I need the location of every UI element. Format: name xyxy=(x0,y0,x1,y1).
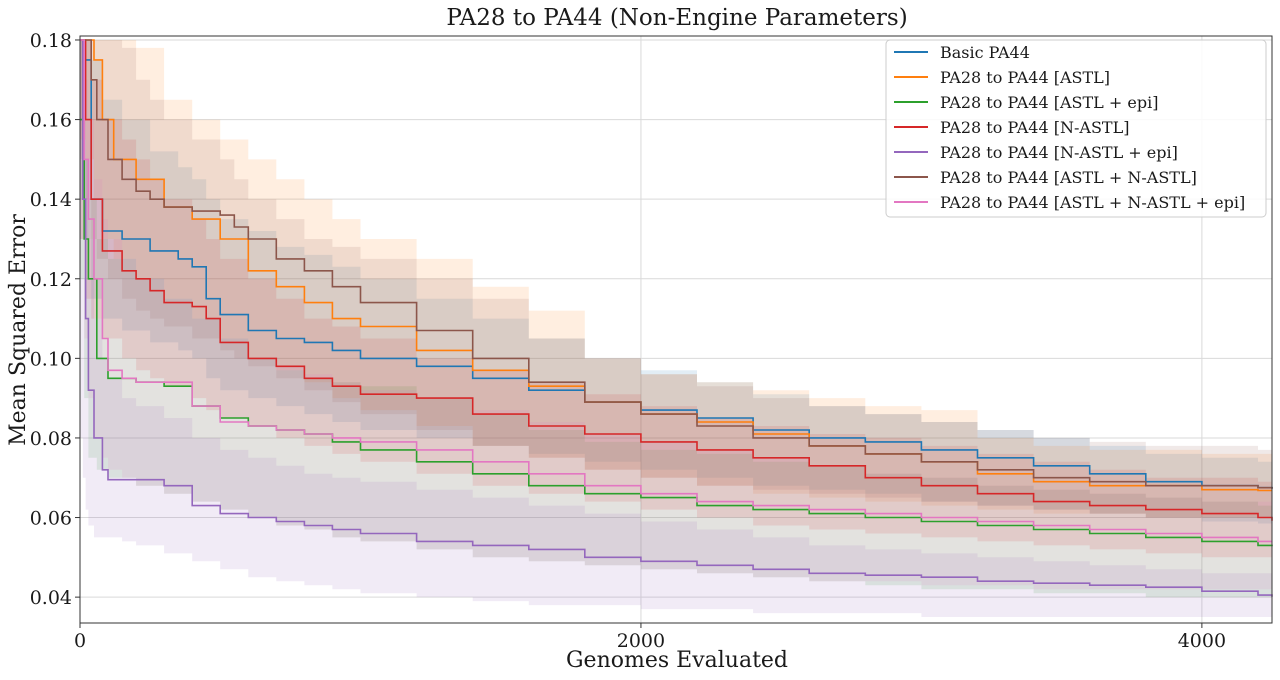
x-tick-label: 2000 xyxy=(617,630,665,652)
y-tick-label: 0.18 xyxy=(30,30,72,52)
y-tick-label: 0.16 xyxy=(30,110,72,132)
series-band xyxy=(80,40,1272,598)
series-band xyxy=(80,40,1272,558)
series-band xyxy=(80,40,1272,526)
series-line xyxy=(80,39,1273,597)
y-tick-label: 0.10 xyxy=(30,348,72,370)
legend-label: PA28 to PA44 [ASTL] xyxy=(940,68,1110,87)
plot-frame xyxy=(79,35,1273,624)
series-band xyxy=(80,40,1272,518)
legend-label: Basic PA44 xyxy=(940,43,1030,62)
series-line xyxy=(80,39,1273,521)
legend-box xyxy=(885,39,1267,218)
legend-label: PA28 to PA44 [N-ASTL] xyxy=(940,118,1129,137)
y-tick-label: 0.14 xyxy=(30,189,72,211)
x-tick-label: 0 xyxy=(74,630,86,652)
series-band xyxy=(80,40,1272,518)
series-line xyxy=(80,39,1272,543)
x-axis-label: Genomes Evaluated xyxy=(566,648,788,673)
y-tick-label: 0.04 xyxy=(30,587,72,609)
y-axis-label: Mean Squared Error xyxy=(6,214,31,446)
legend-label: PA28 to PA44 [N-ASTL + epi] xyxy=(940,143,1178,162)
series-line xyxy=(80,39,1272,492)
x-axis-ticks: 0 2000 4000 xyxy=(74,623,1226,652)
series-lines xyxy=(80,39,1273,597)
legend-label: PA28 to PA44 [ASTL + epi] xyxy=(940,93,1158,112)
legend-label: PA28 to PA44 [ASTL + N-ASTL] xyxy=(940,168,1197,187)
series-band xyxy=(80,40,1272,590)
legend-label: PA28 to PA44 [ASTL + N-ASTL + epi] xyxy=(940,193,1245,212)
confidence-bands xyxy=(80,40,1272,617)
series-line xyxy=(80,39,1273,489)
legend: Basic PA44 PA28 to PA44 [ASTL] PA28 to PA4… xyxy=(885,39,1267,218)
series-band xyxy=(80,40,1272,617)
x-tick-label: 4000 xyxy=(1178,630,1226,652)
y-tick-label: 0.06 xyxy=(30,508,72,530)
y-axis-ticks: 0.04 0.06 0.08 0.10 0.12 0.14 0.16 0.18 xyxy=(30,30,80,609)
chart-title: PA28 to PA44 (Non-Engine Parameters) xyxy=(446,5,907,31)
y-tick-label: 0.12 xyxy=(30,269,72,291)
y-tick-label: 0.08 xyxy=(30,428,72,450)
